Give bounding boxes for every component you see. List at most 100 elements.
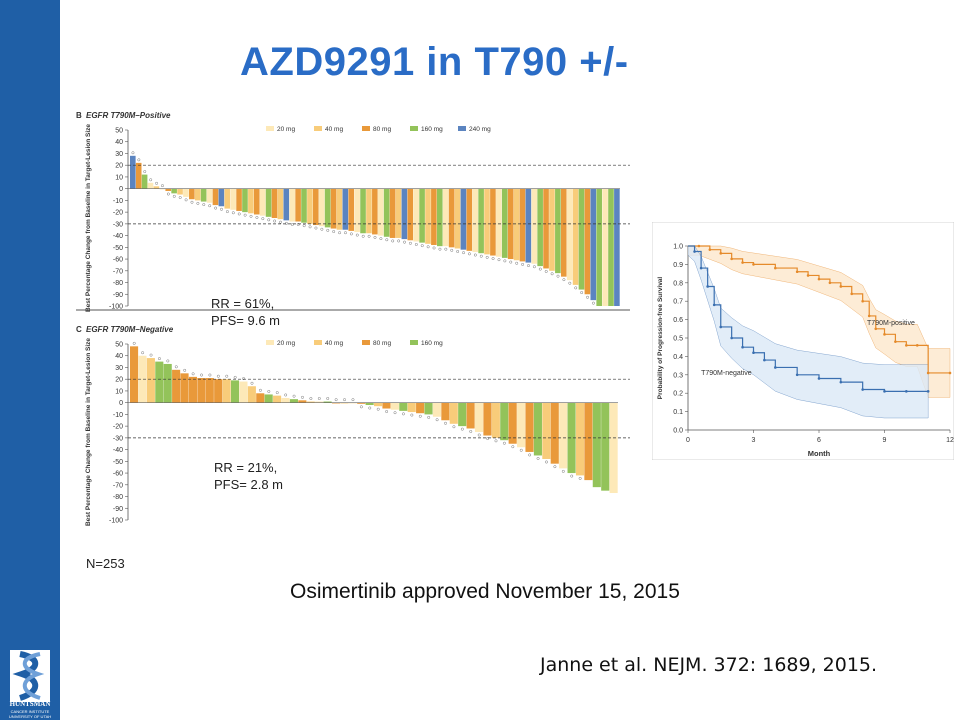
response-marker: [586, 295, 589, 299]
km-censor-mark: [697, 244, 701, 248]
waterfall-chart-positive: B EGFR T790M–Positive Best Percentage Chan…: [76, 111, 630, 312]
y-tick-label: 40: [115, 353, 123, 360]
response-marker: [157, 357, 161, 361]
response-marker: [497, 258, 501, 262]
response-marker: [344, 231, 347, 235]
response-marker: [511, 445, 515, 449]
response-marker: [553, 465, 557, 469]
km-y-tick-label: 0.5: [673, 336, 683, 343]
km-censor-mark: [795, 270, 799, 274]
y-tick-label: -30: [113, 221, 123, 228]
bar: [239, 381, 248, 403]
bar: [484, 188, 490, 255]
pfs-negative: PFS= 2.8 m: [214, 477, 283, 492]
y-tick-label: -80: [113, 280, 123, 287]
bar: [253, 188, 260, 215]
km-censor-mark: [699, 266, 703, 270]
bar: [500, 402, 509, 441]
response-marker: [155, 181, 159, 185]
bar: [490, 188, 496, 256]
bar: [578, 188, 585, 290]
bar: [230, 188, 236, 210]
km-censor-mark: [774, 366, 777, 369]
response-marker: [462, 251, 466, 255]
response-marker: [225, 210, 229, 214]
km-censor-mark: [861, 388, 864, 391]
response-marker: [420, 244, 424, 248]
panel-label: C: [76, 325, 82, 334]
legend-swatch: [410, 340, 418, 345]
response-marker: [166, 359, 170, 363]
response-marker: [486, 437, 490, 440]
response-marker: [468, 252, 471, 256]
bar: [513, 188, 520, 261]
km-censor-mark: [708, 248, 712, 251]
bar: [395, 188, 402, 238]
bar: [298, 400, 307, 403]
pfs-positive: PFS= 9.6 m: [211, 313, 280, 328]
bar: [230, 380, 240, 403]
bar: [559, 402, 568, 469]
y-tick-label: -30: [113, 435, 123, 442]
response-marker: [414, 243, 418, 246]
bar: [163, 363, 172, 403]
response-marker: [273, 219, 277, 223]
response-marker: [267, 390, 271, 393]
bar: [407, 402, 416, 413]
bar: [543, 188, 549, 269]
response-marker: [568, 281, 572, 285]
bar: [214, 379, 223, 403]
km-y-tick-label: 0.0: [673, 428, 683, 435]
bar: [584, 188, 591, 295]
response-marker: [216, 374, 220, 378]
response-marker: [279, 220, 282, 224]
km-y-tick-label: 0.6: [673, 317, 683, 324]
response-marker: [418, 414, 422, 418]
bar: [590, 188, 597, 301]
y-tick-label: 30: [115, 151, 123, 158]
bar: [289, 399, 298, 403]
bar: [138, 355, 147, 403]
bar: [313, 188, 319, 226]
response-marker: [208, 204, 212, 208]
y-tick-label: 50: [115, 128, 123, 135]
bar: [171, 188, 177, 194]
response-marker: [208, 373, 212, 377]
bar: [197, 378, 206, 403]
bar: [399, 402, 408, 411]
response-marker: [309, 397, 313, 400]
bar: [135, 162, 142, 189]
bar: [567, 402, 576, 474]
bar: [256, 393, 265, 403]
response-marker: [393, 411, 397, 415]
legend-label: 20 mg: [277, 340, 295, 347]
bar: [609, 402, 618, 494]
response-marker: [243, 213, 247, 217]
bar: [259, 188, 266, 216]
y-tick-label: -10: [113, 198, 123, 205]
bar: [318, 188, 325, 227]
y-axis-label: Best Percentage Change from Baseline in …: [85, 124, 92, 312]
km-censor-mark: [693, 250, 696, 253]
km-y-tick-label: 0.1: [673, 409, 683, 416]
km-censor-mark: [905, 390, 908, 393]
response-marker: [200, 373, 203, 377]
bar: [222, 379, 231, 403]
legend-label: 80 mg: [373, 340, 391, 347]
bar: [248, 188, 254, 214]
km-y-tick-label: 0.3: [673, 372, 683, 379]
y-axis-label: Best Percentage Change from Baseline in …: [85, 338, 92, 526]
km-censor-mark: [839, 380, 843, 384]
bar: [177, 188, 183, 195]
bar: [330, 188, 337, 229]
bar: [206, 188, 213, 203]
bar: [336, 188, 343, 230]
bar: [283, 188, 290, 221]
km-y-tick-label: 0.8: [673, 280, 683, 287]
response-marker: [403, 240, 406, 244]
legend-swatch: [266, 126, 274, 131]
response-marker: [202, 203, 206, 207]
response-marker: [308, 225, 312, 229]
response-marker: [184, 198, 188, 202]
response-marker: [326, 228, 330, 232]
